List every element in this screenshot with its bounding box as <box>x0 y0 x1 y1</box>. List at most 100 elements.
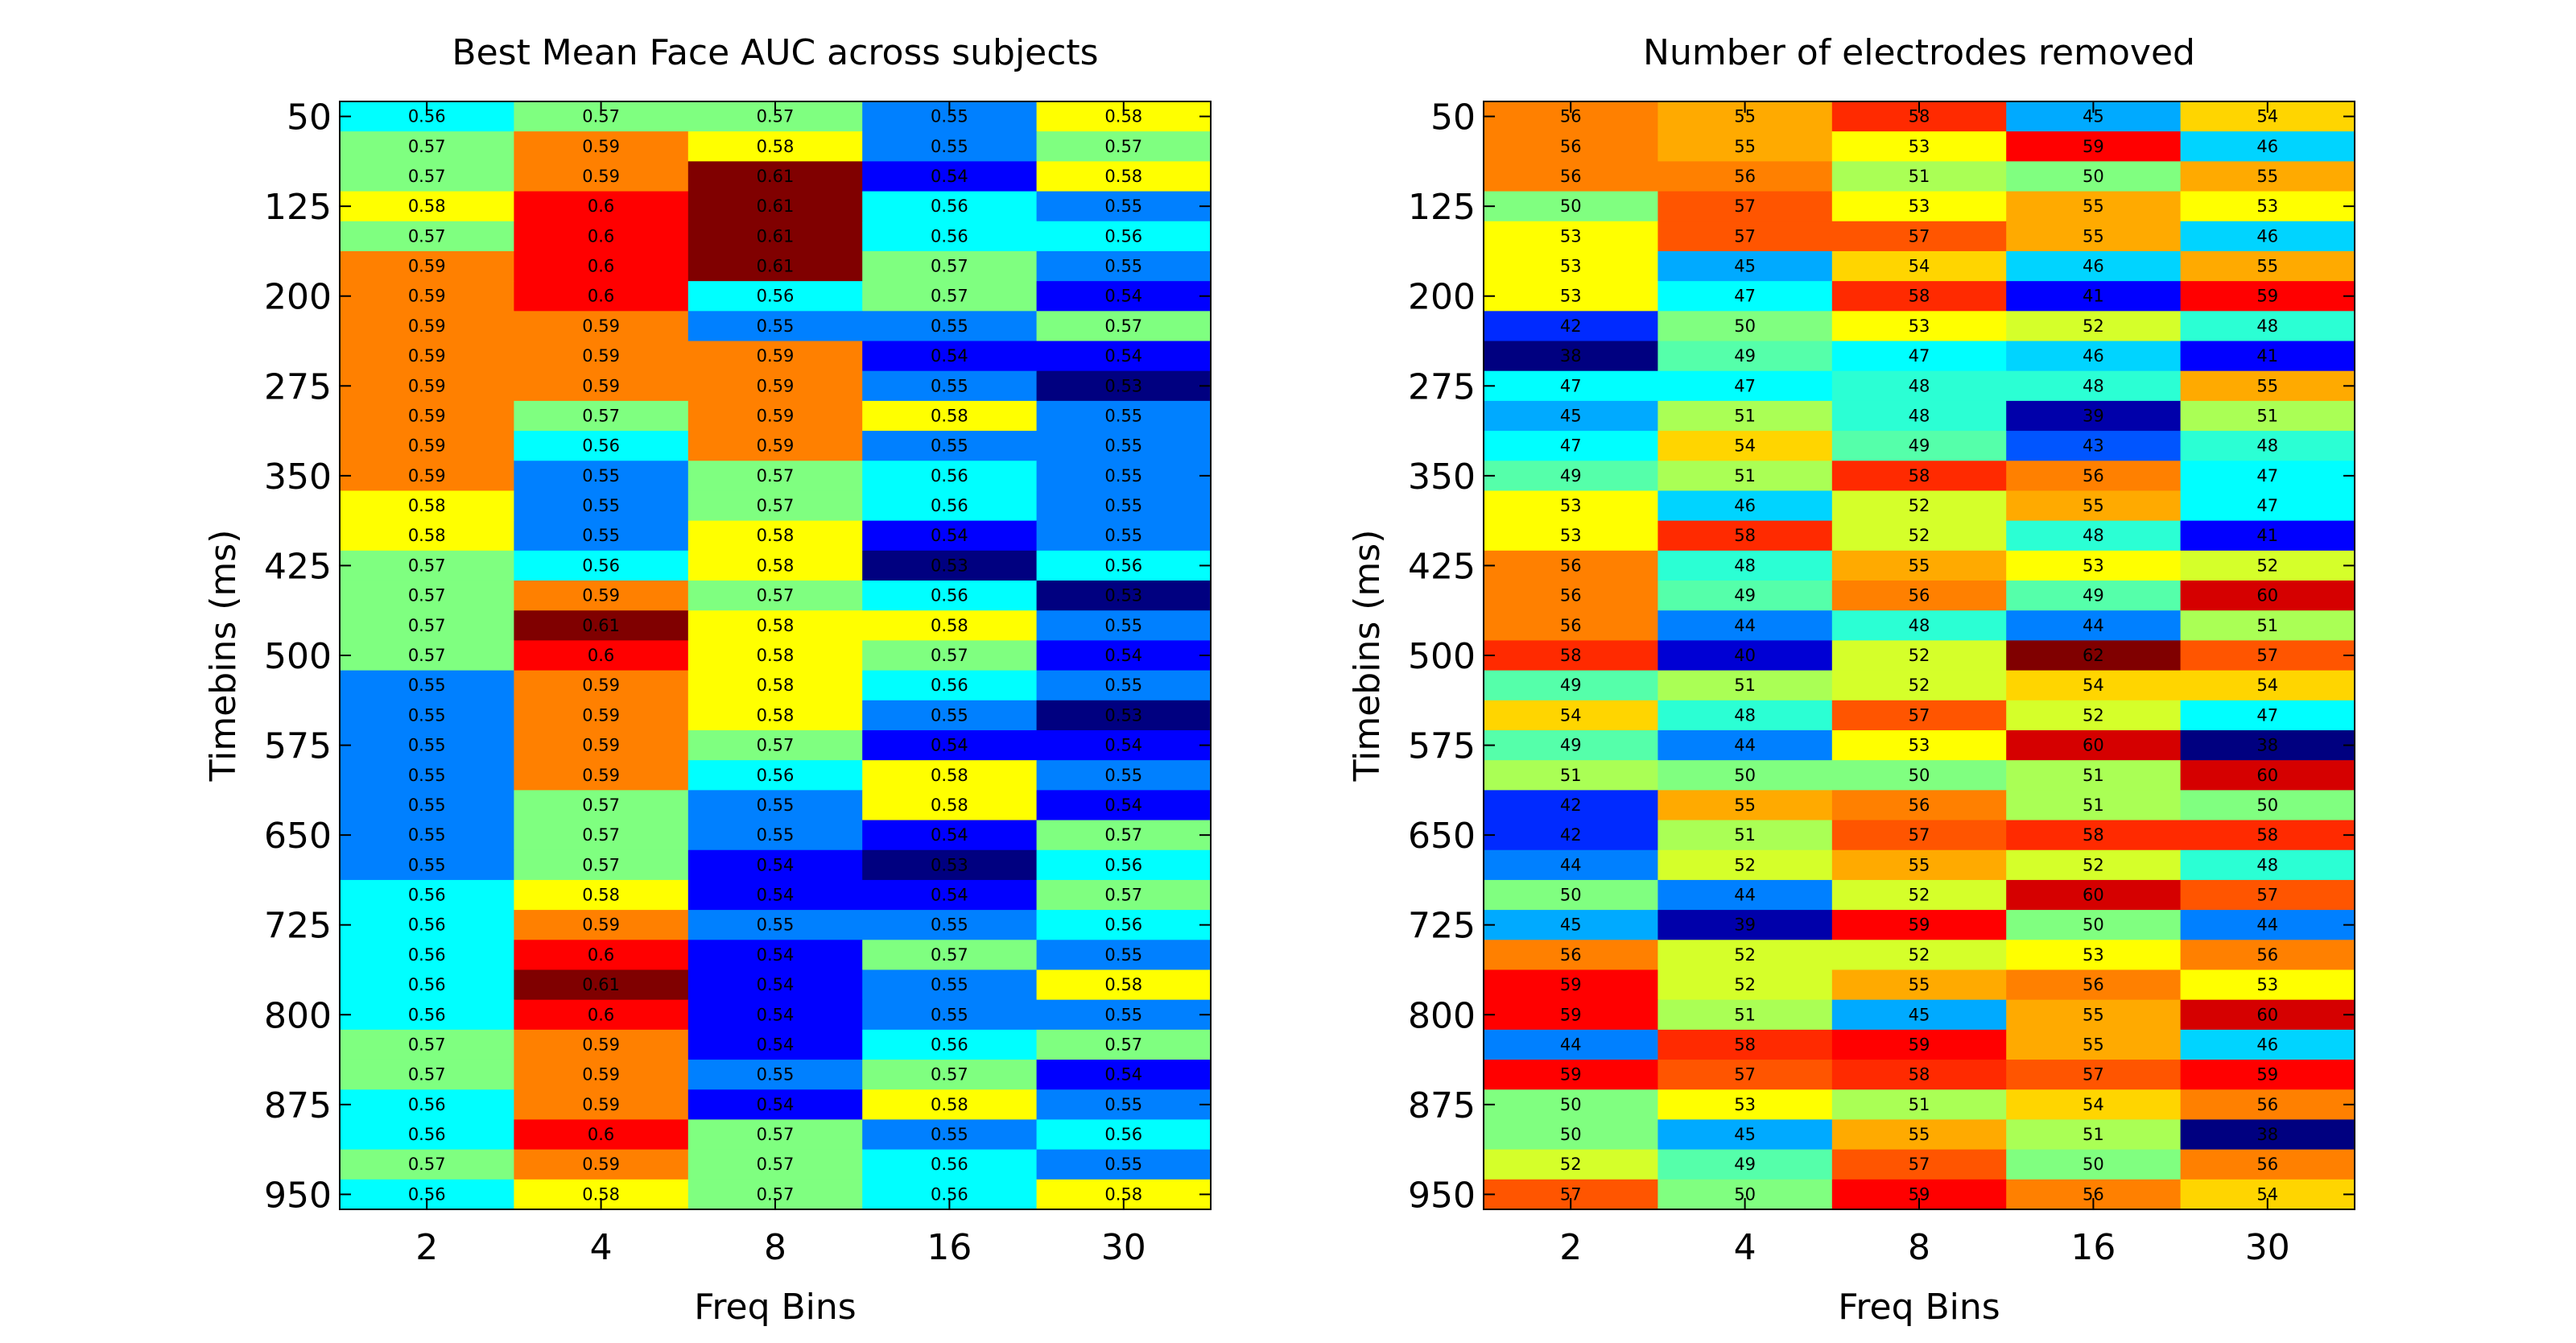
auc-heatmap-panel: Best Mean Face AUC across subjects Freq … <box>203 32 1212 1328</box>
auc-cell-value-label: 0.55 <box>408 676 446 695</box>
electrodes-heatmap-cell <box>1484 550 1658 581</box>
auc-heatmap-cell <box>514 1149 689 1180</box>
auc-heatmap-cell <box>1036 820 1212 851</box>
auc-cell-value-label: 0.61 <box>582 975 620 994</box>
electrodes-heatmap-cell <box>1831 1119 2007 1151</box>
auc-cell-value-label: 0.59 <box>582 376 620 395</box>
auc-cell-value-label: 0.6 <box>588 257 614 276</box>
electrodes-heatmap-cell <box>1657 221 1833 252</box>
auc-cell-value-label: 0.56 <box>408 1125 446 1144</box>
electrodes-cell-value-label: 52 <box>1734 855 1756 874</box>
auc-cell-value-label: 0.54 <box>931 346 968 366</box>
auc-cell-value-label: 0.53 <box>931 855 968 874</box>
electrodes-heatmap-cell <box>1657 431 1833 461</box>
auc-y-tick-label: 650 <box>264 816 332 857</box>
auc-heatmap-cell <box>340 999 514 1031</box>
auc-heatmap-cell <box>687 341 863 372</box>
electrodes-cell-value-label: 51 <box>2083 1125 2104 1144</box>
auc-cell-value-label: 0.59 <box>582 1155 620 1174</box>
electrodes-cell-value-label: 48 <box>2256 436 2278 456</box>
auc-heatmap-cell <box>687 311 863 342</box>
auc-cell-value-label: 0.55 <box>931 376 968 395</box>
auc-heatmap-cell <box>862 790 1038 821</box>
auc-cell-value-label: 0.55 <box>1104 945 1142 965</box>
auc-heatmap-cell <box>1036 131 1212 162</box>
electrodes-cell-value-label: 50 <box>1560 886 1582 905</box>
auc-cell-value-label: 0.59 <box>408 257 446 276</box>
auc-heatmap-cell <box>1036 370 1212 402</box>
electrodes-heatmap-cell <box>2180 161 2355 192</box>
auc-heatmap-cell <box>340 490 514 522</box>
electrodes-heatmap-cell <box>2006 191 2182 222</box>
electrodes-cell-value-label: 44 <box>1560 1035 1582 1054</box>
electrodes-cell-value-label: 57 <box>1909 705 1930 725</box>
electrodes-cell-value-label: 47 <box>1560 376 1582 395</box>
auc-heatmap-cell <box>340 400 514 432</box>
auc-cell-value-label: 0.54 <box>757 855 795 874</box>
auc-cell-value-label: 0.61 <box>582 616 620 635</box>
auc-heatmap-cell <box>340 161 514 192</box>
electrodes-heatmap-cell <box>1831 999 2007 1031</box>
auc-heatmap-cell <box>340 610 514 642</box>
electrodes-heatmap-cell <box>1831 700 2007 731</box>
auc-heatmap-cell <box>340 879 514 911</box>
electrodes-cell-value-label: 55 <box>2083 226 2104 246</box>
auc-heatmap-cell <box>862 1029 1038 1060</box>
electrodes-cell-value-label: 53 <box>1909 196 1930 216</box>
electrodes-y-tick-label: 500 <box>1408 636 1476 677</box>
electrodes-heatmap-cell <box>1657 999 1833 1031</box>
electrodes-cell-value-label: 59 <box>2256 1065 2278 1085</box>
auc-cell-value-label: 0.58 <box>931 616 968 635</box>
electrodes-heatmap-cell <box>1657 849 1833 881</box>
auc-cell-value-label: 0.55 <box>1104 616 1142 635</box>
auc-cell-value-label: 0.59 <box>582 1065 620 1085</box>
auc-heatmap-cell <box>1036 670 1212 701</box>
electrodes-cell-value-label: 48 <box>1909 616 1930 635</box>
auc-heatmap-cell <box>862 820 1038 851</box>
auc-heatmap-cells <box>340 101 1212 1210</box>
auc-heatmap-cell <box>687 581 863 611</box>
auc-heatmap-cell <box>1036 1149 1212 1180</box>
auc-cell-value-label: 0.55 <box>931 316 968 336</box>
auc-cell-value-label: 0.57 <box>757 736 795 755</box>
electrodes-heatmap-cell <box>1484 461 1658 492</box>
electrodes-cell-value-label: 59 <box>1560 1065 1582 1085</box>
electrodes-heatmap-cell <box>2006 729 2182 761</box>
electrodes-cell-value-label: 56 <box>1734 167 1756 186</box>
auc-y-tick-label: 500 <box>264 636 332 677</box>
auc-cell-value-label: 0.53 <box>1104 705 1142 725</box>
auc-cell-value-label: 0.55 <box>1104 526 1142 545</box>
electrodes-heatmap-cell <box>1831 281 2007 312</box>
electrodes-heatmap-cell <box>1484 581 1658 611</box>
auc-cell-value-label: 0.55 <box>931 436 968 456</box>
auc-heatmap-cell <box>862 490 1038 522</box>
auc-cell-value-label: 0.6 <box>588 287 614 306</box>
electrodes-heatmap-cell <box>2180 400 2355 432</box>
electrodes-heatmap-cell <box>1831 940 2007 971</box>
auc-cell-value-label: 0.55 <box>757 1065 795 1085</box>
auc-cell-value-label: 0.56 <box>582 436 620 456</box>
electrodes-y-tick-label: 125 <box>1408 187 1476 228</box>
auc-heatmap-cell <box>687 1149 863 1180</box>
electrodes-heatmap-cell <box>1657 910 1833 940</box>
auc-heatmap-cell <box>514 250 689 282</box>
electrodes-heatmap-cell <box>2006 520 2182 552</box>
electrodes-cell-value-label: 50 <box>1734 766 1756 785</box>
auc-heatmap-cell <box>687 281 863 312</box>
auc-cell-value-label: 0.53 <box>1104 586 1142 605</box>
electrodes-heatmap-cell <box>1831 1149 2007 1180</box>
electrodes-cell-value-label: 56 <box>1560 137 1582 156</box>
electrodes-cell-value-label: 57 <box>1734 196 1756 216</box>
electrodes-heatmap-cell <box>1657 610 1833 642</box>
electrodes-heatmap-cell <box>2006 431 2182 461</box>
electrodes-cell-value-label: 53 <box>2083 945 2104 965</box>
electrodes-heatmap-cell <box>2006 1119 2182 1151</box>
auc-cell-value-label: 0.55 <box>757 915 795 935</box>
auc-heatmap-cell <box>862 910 1038 940</box>
auc-heatmap-cell <box>862 1089 1038 1121</box>
electrodes-heatmap-cell <box>2006 131 2182 162</box>
auc-heatmap-cell <box>1036 729 1212 761</box>
auc-heatmap-cell <box>1036 849 1212 881</box>
electrodes-cell-value-label: 41 <box>2256 346 2278 366</box>
auc-heatmap-cell <box>687 1119 863 1151</box>
